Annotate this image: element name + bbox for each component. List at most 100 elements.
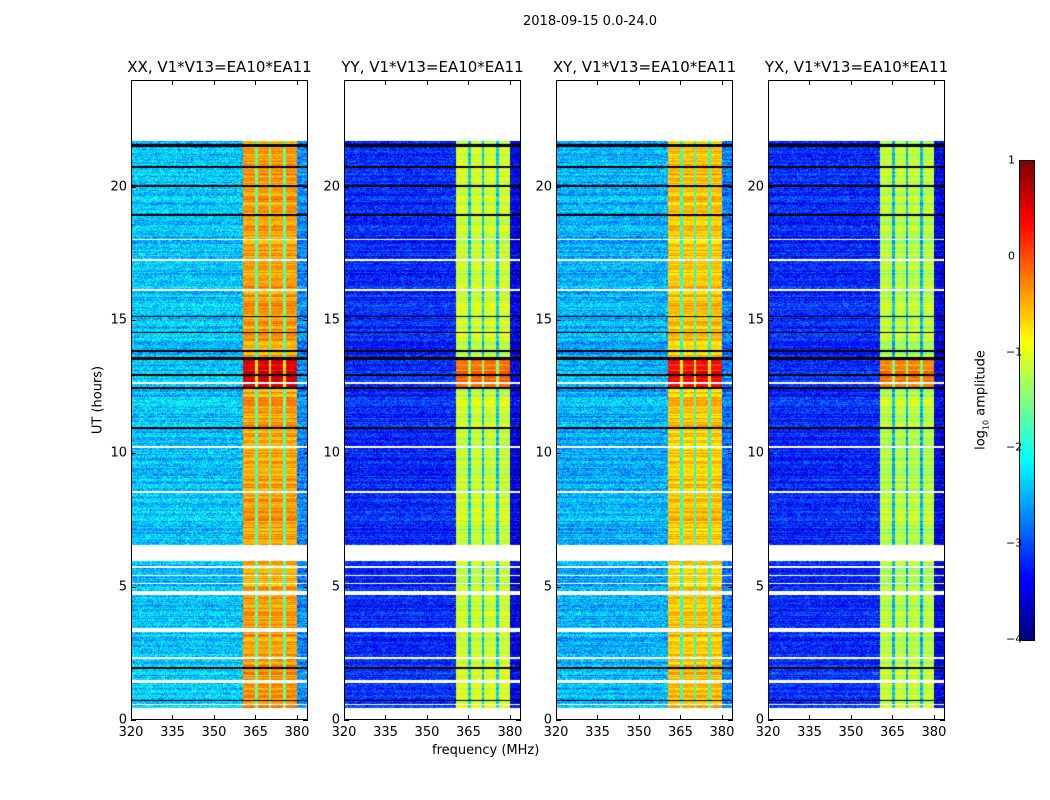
x-tick-label: 365	[243, 725, 268, 740]
y-tick	[728, 453, 733, 455]
x-tick	[255, 715, 257, 720]
x-tick	[468, 80, 470, 85]
y-tick	[556, 320, 561, 321]
y-tick	[131, 720, 136, 721]
x-tick	[556, 715, 557, 720]
y-tick-label: 20	[110, 179, 127, 195]
y-tick	[344, 586, 349, 588]
colorbar-tick-label: −2	[1006, 440, 1023, 454]
y-tick-label: 5	[755, 579, 764, 595]
x-tick	[468, 715, 470, 720]
y-tick-label: 0	[755, 712, 764, 728]
y-tick-label: 10	[747, 445, 764, 461]
x-tick	[850, 80, 852, 85]
colorbar	[1019, 160, 1035, 641]
y-tick	[516, 453, 521, 455]
y-tick	[728, 586, 733, 588]
colorbar-tick-label: 0	[1008, 249, 1015, 263]
x-tick	[768, 80, 769, 85]
y-tick-label: 10	[535, 445, 552, 461]
panel-2: XY, V1*V13=EA10*EA11 320 335 350 365 380 0 5 10 1…	[535, 58, 736, 740]
y-tick-label: 10	[323, 445, 340, 461]
x-tick	[344, 715, 345, 720]
y-tick-label: 0	[331, 712, 340, 728]
x-tick	[426, 80, 428, 85]
x-tick	[597, 80, 599, 85]
y-tick	[131, 586, 136, 588]
x-tick	[213, 715, 215, 720]
axes-frame	[556, 80, 733, 720]
x-tick-label: 350	[201, 725, 227, 740]
y-tick	[768, 453, 773, 455]
x-tick	[768, 715, 769, 720]
x-tick	[172, 715, 174, 720]
x-tick	[933, 80, 935, 85]
x-tick	[721, 80, 723, 85]
y-tick	[131, 320, 136, 321]
panel-title: XX, V1*V13=EA10*EA11	[127, 58, 312, 76]
x-tick	[213, 80, 215, 85]
x-tick	[892, 715, 894, 720]
axes-frame	[344, 80, 521, 720]
heatmap	[344, 80, 521, 720]
x-tick-label: 350	[414, 725, 440, 740]
x-tick	[296, 80, 298, 85]
x-tick-label: 335	[585, 725, 610, 740]
y-tick	[131, 186, 136, 188]
x-tick-label: 380	[921, 725, 947, 740]
panel-title: YY, V1*V13=EA10*EA11	[341, 58, 524, 76]
x-tick	[892, 80, 894, 85]
y-tick-label: 20	[747, 179, 764, 195]
y-tick	[556, 720, 561, 721]
y-tick	[728, 720, 733, 721]
x-tick	[809, 80, 811, 85]
y-tick-label: 5	[118, 579, 127, 595]
y-tick-label: 20	[323, 179, 340, 195]
y-tick-label: 15	[110, 312, 127, 328]
panel-1: YY, V1*V13=EA10*EA11 320 335 350 365 380 0 5 10 1…	[323, 58, 523, 740]
y-tick	[344, 320, 349, 321]
x-tick-label: 350	[626, 725, 652, 740]
colorbar-label: log10 amplitude	[973, 350, 991, 450]
x-tick-label: 335	[160, 725, 185, 740]
x-tick-label: 335	[797, 725, 822, 740]
y-tick	[940, 453, 945, 455]
colorbar-tick-label: −3	[1006, 536, 1023, 550]
x-tick-label: 320	[755, 725, 781, 740]
x-tick	[296, 715, 298, 720]
y-tick	[303, 453, 308, 455]
y-axis-label: UT (hours)	[90, 365, 106, 435]
y-tick	[768, 720, 773, 721]
y-tick	[940, 186, 945, 188]
y-tick-label: 15	[747, 312, 764, 328]
y-tick-label: 15	[323, 312, 340, 328]
x-tick	[385, 715, 387, 720]
x-tick	[385, 80, 387, 85]
axes-frame	[131, 80, 308, 720]
x-tick	[509, 715, 511, 720]
y-tick-label: 20	[535, 179, 552, 195]
x-tick	[172, 80, 174, 85]
x-tick-label: 380	[497, 725, 523, 740]
x-tick	[556, 80, 557, 85]
x-tick-label: 335	[373, 725, 398, 740]
x-tick-label: 365	[456, 725, 481, 740]
y-tick	[556, 453, 561, 455]
x-tick	[638, 80, 640, 85]
x-tick	[721, 715, 723, 720]
y-tick	[516, 320, 521, 321]
x-tick	[131, 715, 132, 720]
x-tick	[344, 80, 345, 85]
y-tick	[344, 186, 349, 188]
y-tick	[516, 586, 521, 588]
x-tick-label: 365	[668, 725, 693, 740]
heatmap	[556, 80, 733, 720]
x-tick-label: 380	[284, 725, 310, 740]
heatmap	[131, 80, 308, 720]
y-tick	[768, 320, 773, 321]
x-tick	[680, 715, 682, 720]
colorbar-tick-label: 1	[1008, 153, 1015, 167]
colorbar-tick-label: −1	[1006, 345, 1023, 359]
y-tick	[131, 453, 136, 455]
